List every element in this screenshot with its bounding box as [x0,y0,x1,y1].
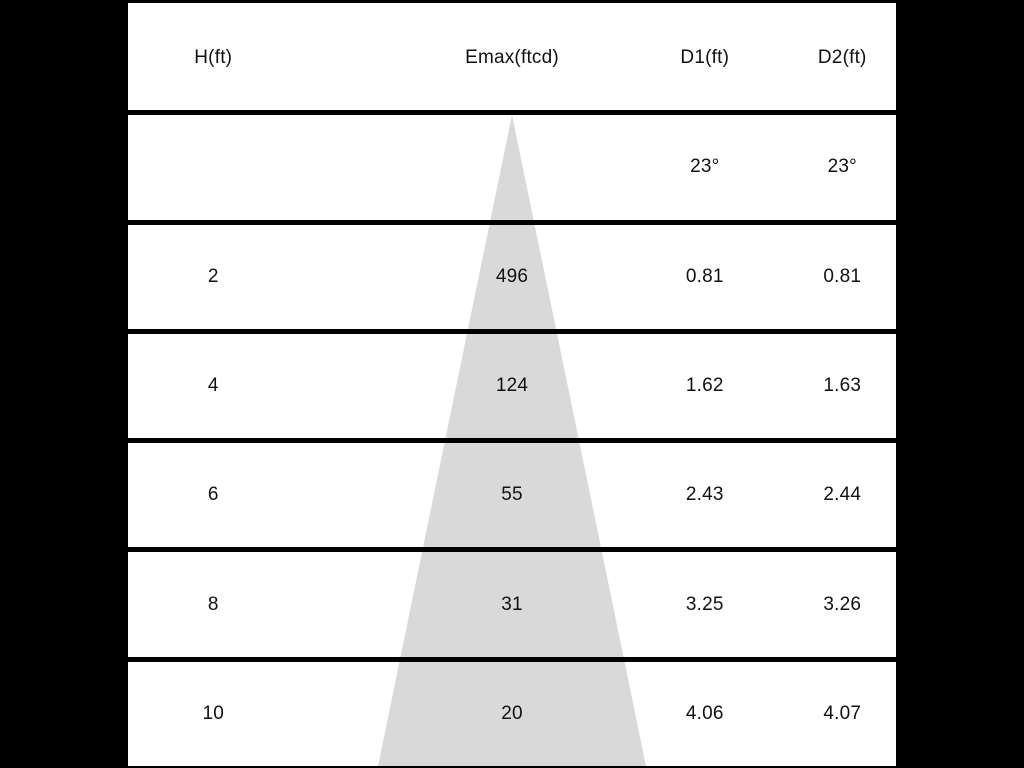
table-row-1-cell-2: 0.81 [685,265,724,287]
table-row-0-cell-3: 23° [827,156,857,178]
table-row-3-cell-2: 2.43 [685,484,724,506]
table-row-5-cell-1: 20 [501,702,523,724]
table-row-3-cell-0: 6 [207,484,219,506]
table-row-0-cell-2: 23° [690,156,720,178]
table-rows: H(ft) Emax(ftcd) D1(ft) D2(ft) 23° 23° 2 496 0.8… [128,6,896,768]
table-row-2-cell-2: 1.62 [685,374,724,396]
table-row-3-cell-3: 2.44 [823,484,862,506]
photometric-table: H(ft) Emax(ftcd) D1(ft) D2(ft) 23° 23° 2 496 0.8… [128,0,896,768]
column-header-0: H(ft) [194,47,233,69]
table-row-4-cell-0: 8 [207,593,219,615]
table-row-2-cell-1: 124 [495,374,529,396]
table-row-5-cell-3: 4.07 [823,702,862,724]
table-row-4: 8 31 3.25 3.26 [128,552,896,662]
table-row-5-cell-2: 4.06 [685,702,724,724]
table-row-2-cell-3: 1.63 [823,374,862,396]
column-header-3: D2(ft) [817,47,867,69]
table-row-5-cell-0: 10 [202,702,225,724]
table-row-2: 4 124 1.62 1.63 [128,334,896,444]
table-row-3-cell-1: 55 [501,484,523,506]
column-header-1: Emax(ftcd) [465,47,559,69]
table-row-1: 2 496 0.81 0.81 [128,225,896,334]
table-row-4-cell-3: 3.26 [823,593,862,615]
table-row-5: 10 20 4.06 4.07 [128,662,896,768]
table-row-1-cell-1: 496 [495,265,529,287]
table-row-4-cell-1: 31 [501,593,523,615]
table-row-4-cell-2: 3.25 [685,593,724,615]
header-row: H(ft) Emax(ftcd) D1(ft) D2(ft) [128,6,896,116]
table-row-1-cell-3: 0.81 [823,265,862,287]
table-row-3: 6 55 2.43 2.44 [128,443,896,553]
table-row-2-cell-0: 4 [207,374,219,396]
table-row-1-cell-0: 2 [207,265,219,287]
table-row-0: 23° 23° [128,115,896,225]
column-header-2: D1(ft) [680,47,730,69]
